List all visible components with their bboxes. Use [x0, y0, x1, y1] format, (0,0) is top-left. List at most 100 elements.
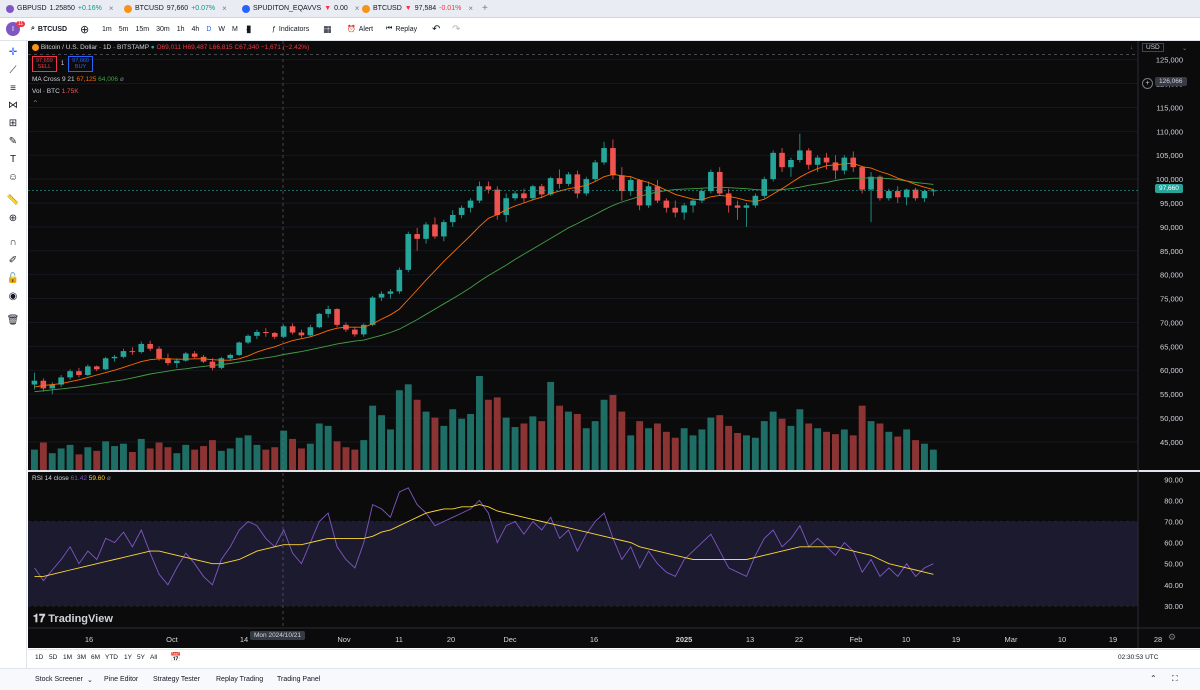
trash-icon[interactable]: 🗑: [6, 315, 20, 326]
tab-spuditon[interactable]: SPUDITON_EQAVVS ▼ 0.00 ×: [242, 2, 359, 15]
eye-icon[interactable]: ◉: [8, 291, 18, 302]
range-ytd[interactable]: YTD: [105, 654, 118, 661]
replay-button[interactable]: ⏮ Replay: [386, 18, 417, 40]
time-tick-label: Dec: [503, 635, 517, 644]
interval-d[interactable]: D: [206, 25, 212, 33]
range-1m[interactable]: 1M: [63, 654, 73, 661]
new-tab-button[interactable]: +: [482, 3, 488, 14]
top-toolbar: I 11 ⌕ BTCUSD ⊕ 1m 5m 15m 30m 1h 4h D W …: [0, 18, 1200, 41]
zoom-icon[interactable]: ⊕: [8, 213, 18, 224]
ruler-icon[interactable]: 📏: [6, 195, 20, 206]
brush-icon[interactable]: ✎: [8, 136, 18, 147]
collapse-legend-icon[interactable]: ⌃: [32, 99, 39, 108]
date-range-icon[interactable]: 📅: [170, 652, 182, 662]
redo-button[interactable]: ↷: [452, 23, 461, 35]
volume-bar: [618, 411, 626, 471]
tab-symbol: BTCUSD: [135, 5, 164, 12]
volume-bar: [458, 418, 466, 471]
close-icon[interactable]: ×: [468, 4, 473, 13]
chevron-down-icon[interactable]: ⌄: [1182, 45, 1188, 52]
range-5d[interactable]: 5D: [49, 654, 58, 661]
text-icon[interactable]: T: [9, 154, 17, 165]
chart-type-button[interactable]: ▮: [246, 23, 252, 35]
download-icon[interactable]: ↓: [1130, 44, 1134, 51]
volume-bar: [200, 446, 207, 471]
volume-legend[interactable]: Vol · BTC 1.75K: [32, 88, 79, 95]
hide-icon[interactable]: ø: [106, 475, 111, 482]
range-all[interactable]: All: [150, 654, 158, 661]
close-icon[interactable]: ×: [108, 4, 114, 13]
magnet-icon[interactable]: ∩: [9, 237, 17, 248]
avatar[interactable]: I 11: [6, 18, 26, 40]
tab-stock-screener[interactable]: Stock Screener: [35, 676, 83, 683]
chart-svg[interactable]: 130,000125,000120,000115,000110,000105,0…: [28, 41, 1200, 648]
tab-pine-editor[interactable]: Pine Editor: [104, 676, 139, 683]
utc-clock[interactable]: 02:30:53 UTC: [1118, 654, 1159, 661]
fib-icon[interactable]: ≡: [10, 83, 16, 94]
tab-gbpusd[interactable]: GBPUSD 1.25850 +0.16% ×: [6, 2, 113, 15]
tab-price: 1.25850: [49, 5, 75, 12]
buy-button[interactable]: 97,660 BUY: [68, 56, 93, 72]
interval-15m[interactable]: 15m: [135, 25, 150, 33]
volume-bar: [93, 450, 101, 471]
tab-symbol: BTCUSD: [373, 5, 402, 12]
tab-trading-panel[interactable]: Trading Panel: [277, 676, 321, 683]
undo-button[interactable]: ↶: [432, 23, 441, 35]
tradingview-logo[interactable]: 𝟏𝟕 TradingView: [33, 613, 113, 626]
range-1d[interactable]: 1D: [35, 654, 44, 661]
compare-add-button[interactable]: ⊕: [80, 23, 90, 36]
close-icon[interactable]: ×: [354, 4, 360, 13]
sell-button[interactable]: 97,659 SELL: [32, 56, 57, 72]
chevron-up-icon[interactable]: ⌃: [1150, 674, 1157, 683]
tab-btcusd-2[interactable]: BTCUSD ▼ 97,584 -0.01% ×: [362, 2, 473, 15]
lock-drawings-icon[interactable]: ✐: [8, 255, 18, 266]
symbol-search[interactable]: ⌕ BTCUSD: [31, 18, 67, 40]
indicators-button[interactable]: ƒ Indicators: [272, 18, 309, 40]
interval-4h[interactable]: 4h: [191, 25, 200, 33]
interval-1h[interactable]: 1h: [176, 25, 185, 33]
interval-1m[interactable]: 1m: [102, 25, 112, 33]
tab-strategy-tester[interactable]: Strategy Tester: [153, 676, 200, 683]
prediction-icon[interactable]: ⊞: [8, 118, 18, 129]
interval-w[interactable]: W: [218, 25, 225, 33]
interval-5m[interactable]: 5m: [118, 25, 129, 33]
tab-btcusd[interactable]: BTCUSD 97,660 +0.07% ×: [124, 2, 227, 15]
candle-body: [725, 193, 732, 206]
layouts-button[interactable]: ▦: [323, 23, 332, 34]
volume-bar: [75, 454, 83, 471]
drawing-toolbar: ✛ ⟋ ≡ ⋈ ⊞ ✎ T ☺ 📏 ⊕ ∩ ✐ 🔓 ◉ 🗑: [0, 41, 27, 689]
chart-area[interactable]: 130,000125,000120,000115,000110,000105,0…: [28, 41, 1200, 648]
emoji-icon[interactable]: ☺: [7, 172, 19, 183]
volume-bar: [796, 409, 804, 471]
hide-icon[interactable]: ø: [119, 76, 124, 83]
chevron-down-icon[interactable]: ⌄: [87, 677, 93, 684]
chevron-down-icon[interactable]: ⌄: [244, 26, 251, 33]
tab-replay-trading[interactable]: Replay Trading: [216, 676, 264, 683]
currency-selector[interactable]: USD: [1142, 43, 1164, 52]
range-5y[interactable]: 5Y: [137, 654, 145, 661]
add-alert-icon[interactable]: +: [1142, 78, 1153, 89]
ma-label: MA Cross 9 21: [32, 76, 75, 83]
range-3m[interactable]: 3M: [77, 654, 87, 661]
time-axis[interactable]: 16 Oct 14 Nov 11 20 Dec 16 2025 13 22 Feb 10 19 Mar 10 1…: [85, 635, 1162, 644]
volume-bar: [191, 449, 199, 471]
price-axis[interactable]: 130,000125,000120,000115,000110,000105,0…: [1156, 41, 1183, 447]
rsi-axis[interactable]: 90.00 80.00 70.00 60.00 50.00 40.00 30.00: [1164, 475, 1183, 611]
close-icon[interactable]: ×: [222, 4, 227, 13]
range-6m[interactable]: 6M: [91, 654, 101, 661]
settings-gear-icon[interactable]: ⚙: [1168, 632, 1177, 642]
range-1y[interactable]: 1Y: [124, 654, 132, 661]
interval-30m[interactable]: 30m: [156, 25, 170, 33]
volume-bar: [262, 449, 270, 471]
rsi-value: 61.42: [70, 475, 87, 482]
alert-button[interactable]: ⏰ Alert: [347, 18, 373, 40]
volume-value: 1.75K: [61, 88, 79, 95]
ma-legend[interactable]: MA Cross 9 21 67,125 64,006 ø: [32, 76, 124, 83]
crosshair-icon[interactable]: ✛: [8, 47, 18, 58]
trend-line-icon[interactable]: ⟋: [9, 65, 17, 76]
maximize-icon[interactable]: ⛶: [1172, 674, 1178, 683]
lock-icon[interactable]: 🔓: [6, 273, 20, 284]
rsi-legend[interactable]: RSI 14 close 61.42 59.60 ø: [32, 475, 111, 482]
interval-m[interactable]: M: [231, 25, 238, 33]
pattern-icon[interactable]: ⋈: [8, 100, 18, 111]
